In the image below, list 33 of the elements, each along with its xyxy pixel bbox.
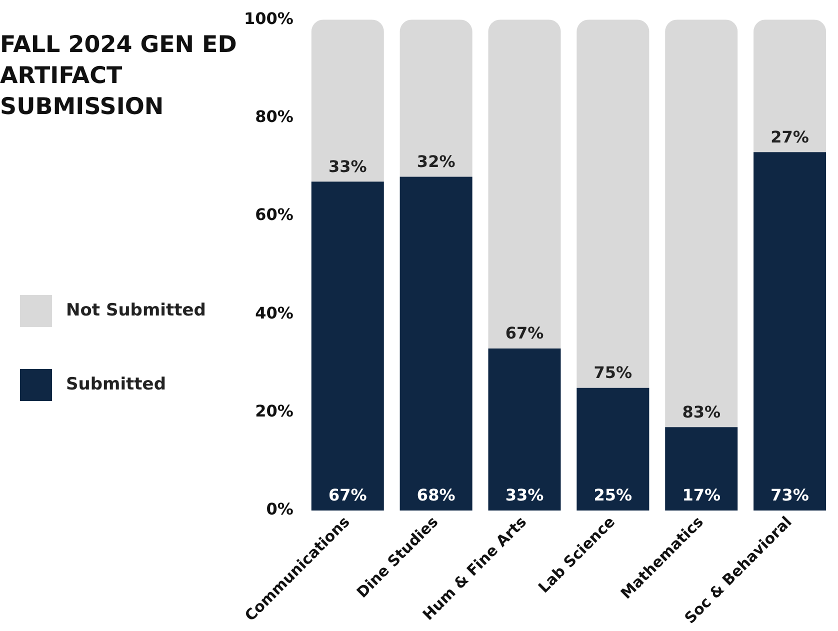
- data-label: 17%: [682, 486, 721, 505]
- bar: [311, 20, 384, 182]
- y-tick-label: 60%: [255, 205, 294, 224]
- bar: [665, 20, 738, 428]
- bar: [665, 427, 738, 511]
- data-label: 73%: [770, 486, 809, 505]
- bar: [488, 20, 561, 349]
- y-tick-label: 80%: [255, 106, 294, 126]
- data-label: 32%: [416, 152, 456, 171]
- bar: [754, 20, 826, 152]
- data-label: 67%: [505, 324, 544, 343]
- y-tick-label: 40%: [255, 303, 294, 322]
- legend-label: Not Submitted: [66, 300, 206, 320]
- bar: [311, 182, 384, 511]
- data-label: 67%: [328, 486, 367, 505]
- bar: [754, 152, 826, 511]
- bar: [400, 20, 472, 177]
- y-tick-label: 0%: [266, 500, 294, 519]
- data-label: 83%: [682, 402, 721, 422]
- data-label: 25%: [594, 486, 632, 505]
- data-label: 33%: [328, 156, 367, 176]
- data-label: 33%: [505, 486, 544, 505]
- bar: [576, 20, 650, 388]
- bar: [400, 176, 472, 511]
- text: FALL 2024 GEN ED ARTIFACT SUBMISSION: [0, 31, 238, 122]
- y-tick-label: 20%: [255, 402, 294, 421]
- y-tick-label: 100%: [244, 8, 294, 28]
- bar: [576, 388, 650, 511]
- data-label: 27%: [770, 127, 809, 146]
- legend-label: Submitted: [66, 374, 166, 394]
- bar: [488, 348, 561, 511]
- data-label: 75%: [594, 362, 632, 382]
- data-label: 68%: [416, 486, 456, 505]
